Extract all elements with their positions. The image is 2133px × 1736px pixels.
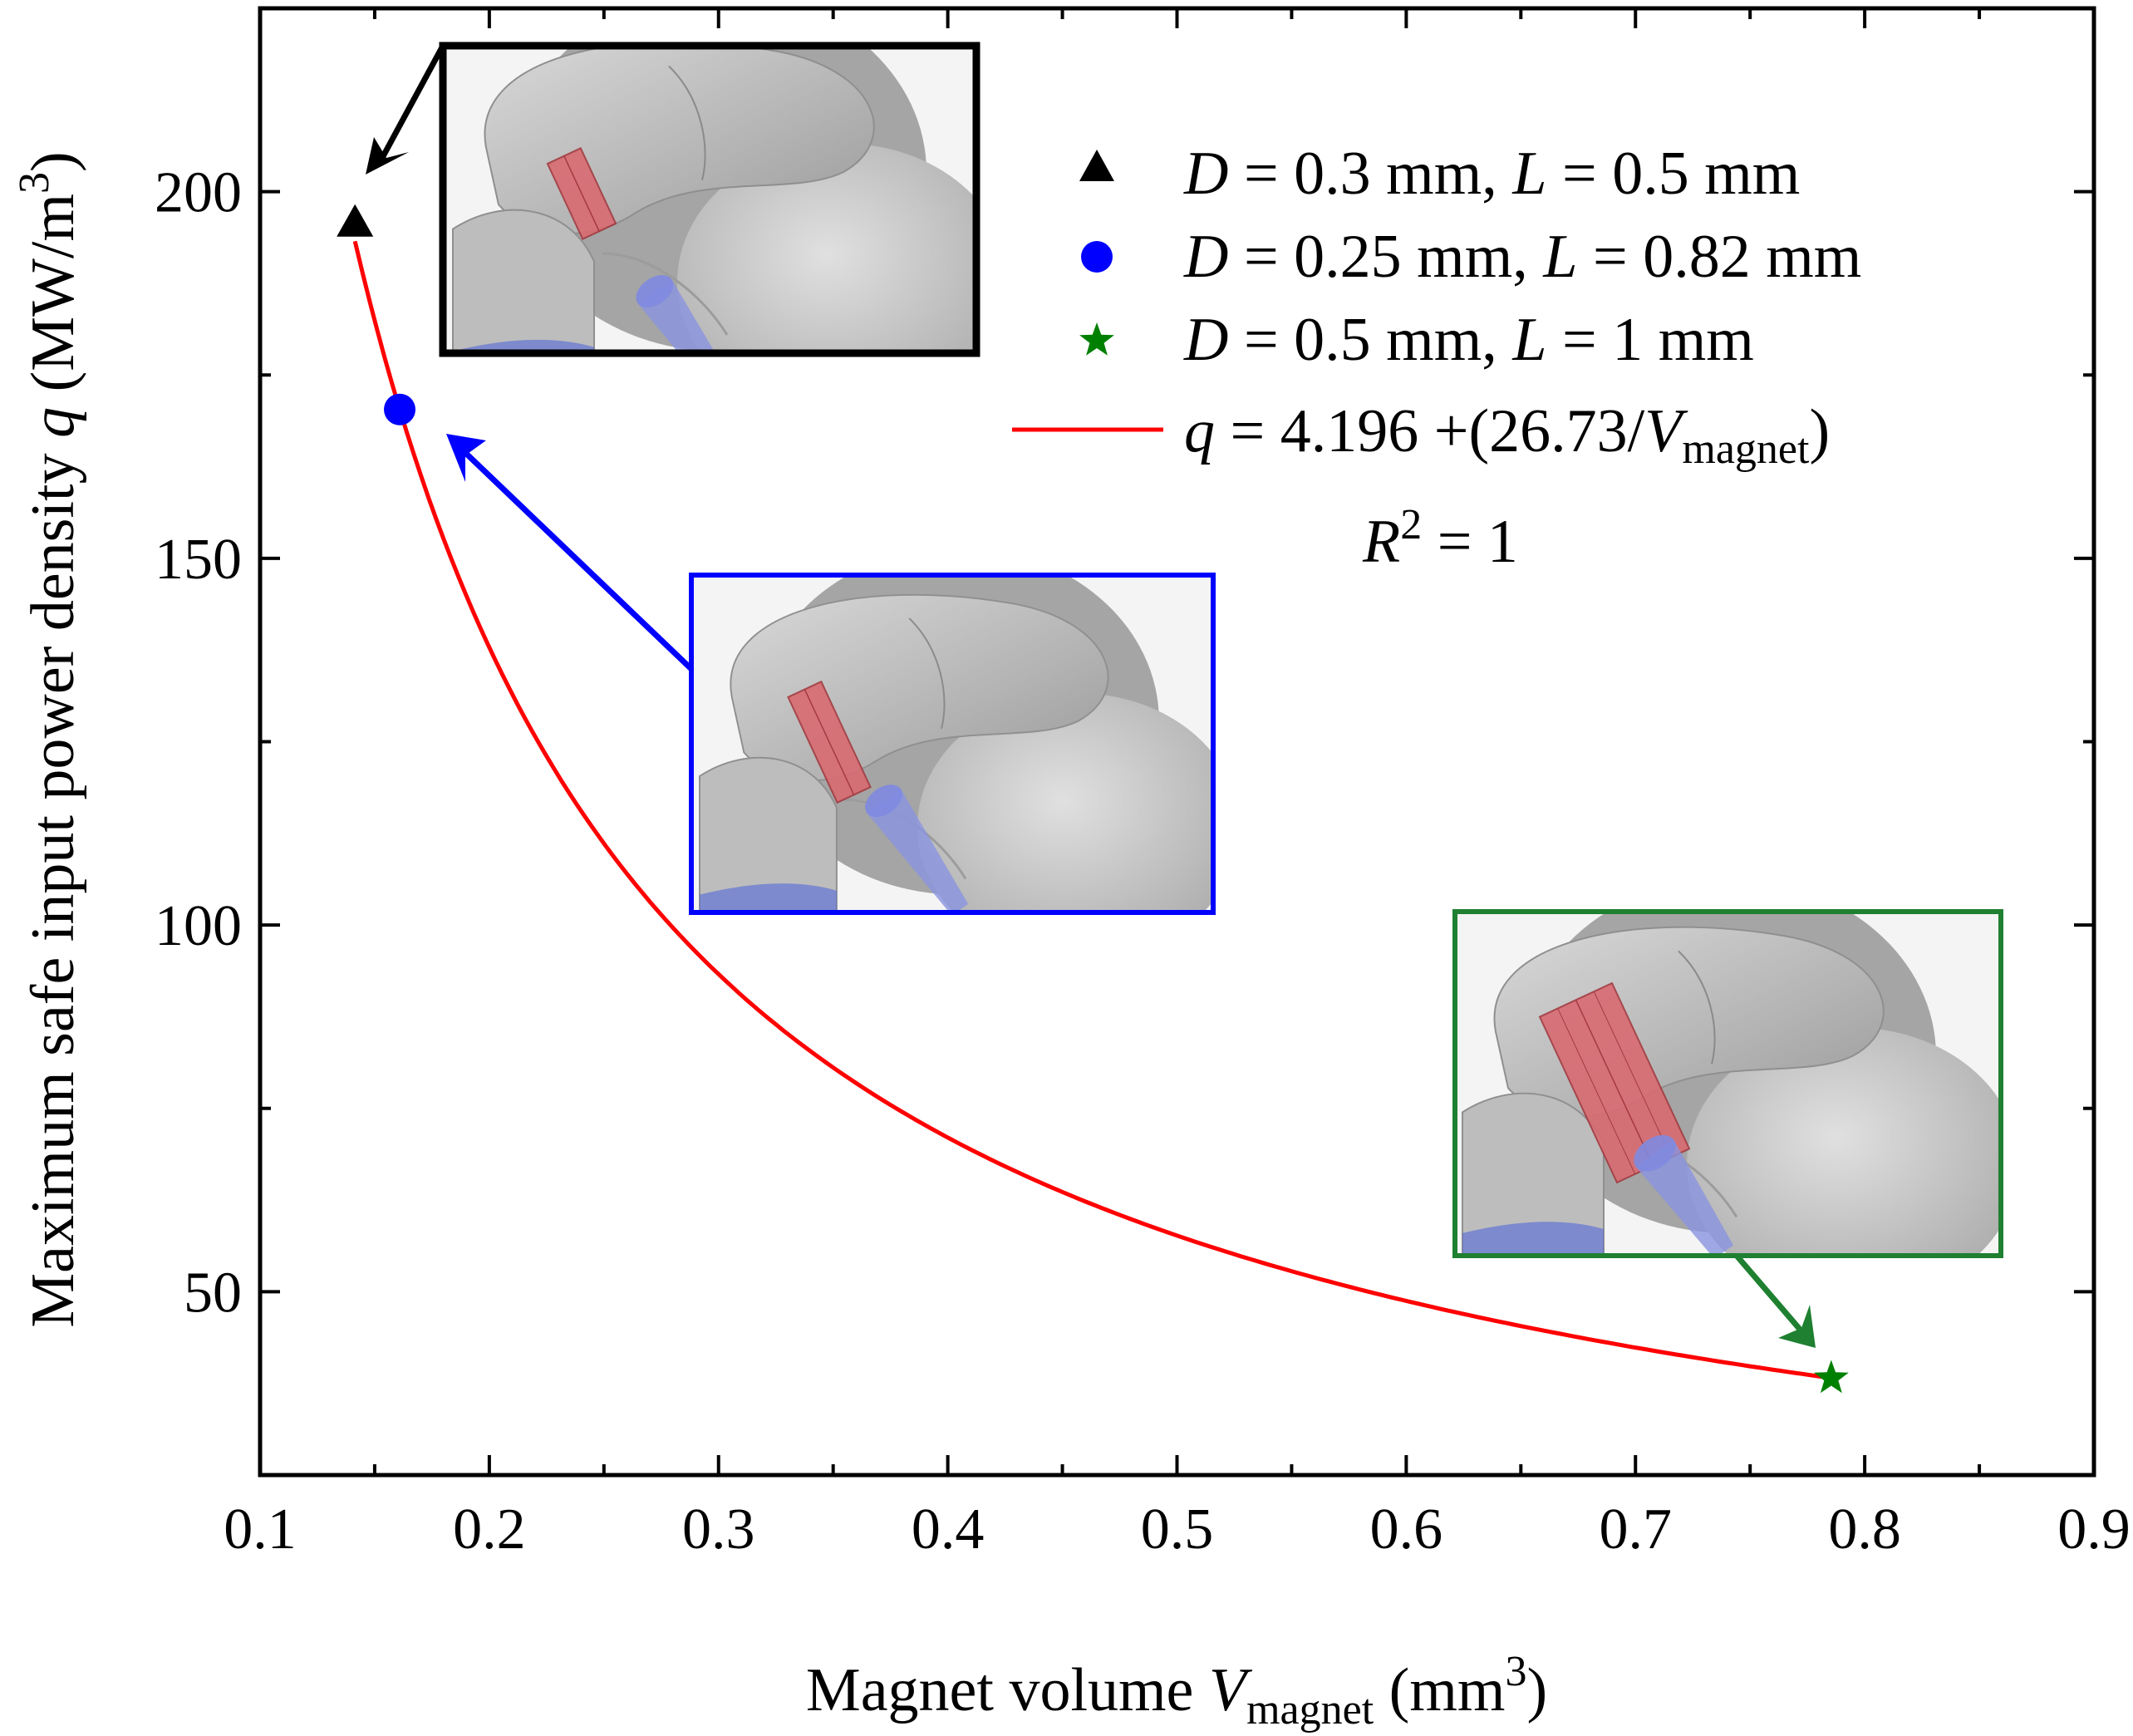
y-tick-label: 150: [155, 528, 242, 592]
legend-marker-star: [1079, 322, 1114, 356]
arrow-green: [1734, 1253, 1816, 1348]
x-tick-label: 0.8: [1828, 1497, 1901, 1561]
legend-label-2: D = 0.25 mm, L = 0.82 mm: [1183, 223, 1861, 291]
point-triangle: [337, 204, 374, 237]
x-axis-title: Magnet volume Vmagnet (mm3): [806, 1648, 1547, 1734]
x-tick-label: 0.3: [682, 1497, 755, 1561]
x-tick-label: 0.2: [453, 1497, 526, 1561]
inset-black: [443, 46, 976, 353]
legend-label-fit: q = 4.196 +(26.73/Vmagnet): [1184, 397, 1830, 473]
point-circle: [384, 393, 416, 425]
x-axis-ticks: 0.1 0.2 0.3 0.4 0.5 0.6 0.7 0.8 0.9: [224, 8, 2131, 1561]
fit-curve: [352, 240, 1832, 1380]
x-tick-label: 0.4: [912, 1497, 985, 1561]
x-tick-label: 0.6: [1370, 1497, 1443, 1561]
x-tick-label: 0.5: [1141, 1497, 1214, 1561]
inset-blue: [691, 575, 1213, 912]
y-tick-label: 200: [155, 161, 242, 225]
x-tick-label: 0.9: [2057, 1497, 2131, 1561]
legend-label-3: D = 0.5 mm, L = 1 mm: [1183, 306, 1754, 374]
legend-r2: R2 = 1: [1362, 501, 1518, 576]
inset-blue-border: [689, 573, 1216, 915]
legend-marker-triangle: [1079, 150, 1114, 181]
legend-marker-circle: [1081, 241, 1113, 273]
y-axis-title: Maximum safe input power density q (MW/m…: [11, 151, 87, 1327]
point-star: [1813, 1360, 1849, 1394]
y-tick-label: 100: [155, 894, 242, 958]
inset-black-border: [439, 42, 980, 357]
inset-green: [1455, 912, 2001, 1256]
arrow-black: [366, 44, 446, 175]
inset-green-border: [1452, 909, 2003, 1258]
legend: D = 0.3 mm, L = 0.5 mm D = 0.25 mm, L = …: [1012, 140, 1861, 576]
y-axis-ticks: 50 100 150 200: [155, 7, 2094, 1477]
data-points: [337, 204, 1849, 1394]
y-tick-label: 50: [184, 1261, 242, 1325]
arrow-blue: [446, 434, 694, 671]
legend-label-1: D = 0.3 mm, L = 0.5 mm: [1183, 140, 1800, 208]
x-tick-label: 0.1: [224, 1497, 297, 1561]
x-tick-label: 0.7: [1600, 1497, 1673, 1561]
